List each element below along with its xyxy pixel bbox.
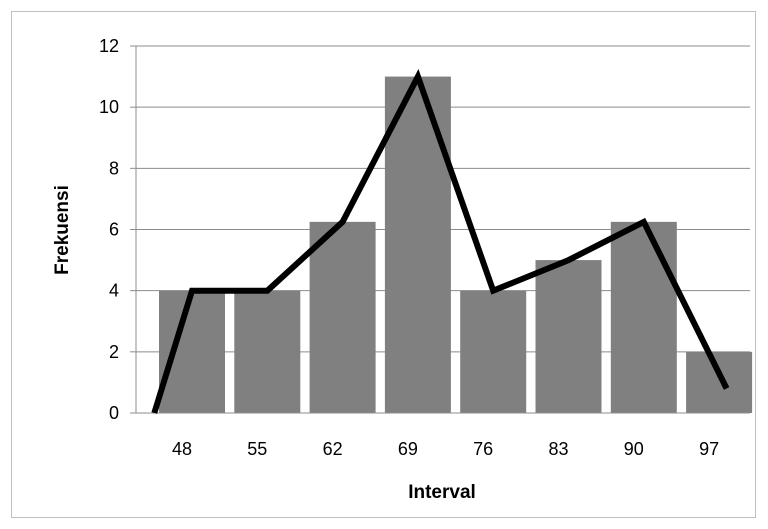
y-tick-label: 0 [109, 403, 119, 423]
x-tick-label: 97 [699, 439, 719, 459]
x-tick-label: 48 [172, 439, 192, 459]
x-tick-label: 90 [624, 439, 644, 459]
y-tick-label: 10 [99, 97, 119, 117]
bars [159, 76, 753, 413]
y-tick-label: 6 [109, 220, 119, 240]
bar [234, 290, 301, 413]
y-tick-labels: 0 2 4 6 8 10 12 [99, 36, 119, 423]
x-tick-label: 55 [247, 439, 267, 459]
line-series [151, 69, 730, 414]
x-tick-label: 69 [398, 439, 418, 459]
axes [130, 45, 750, 414]
bar [686, 351, 753, 413]
x-tick-label: 76 [473, 439, 493, 459]
bar [309, 221, 376, 413]
bar [460, 290, 527, 413]
polygon-line [151, 69, 730, 414]
y-tick-label: 12 [99, 36, 119, 56]
y-tick-label: 2 [109, 342, 119, 362]
y-tick-label: 4 [109, 281, 119, 301]
y-axis-title: Frekuensi [52, 185, 73, 275]
y-tick-label: 8 [109, 158, 119, 178]
x-axis-title: Interval [408, 482, 476, 503]
bar [610, 221, 677, 413]
x-tick-label: 62 [323, 439, 343, 459]
x-tick-label: 83 [548, 439, 568, 459]
bar [159, 290, 225, 413]
x-tick-labels: 48 55 62 69 76 83 90 97 [172, 439, 719, 459]
bar [535, 260, 602, 413]
